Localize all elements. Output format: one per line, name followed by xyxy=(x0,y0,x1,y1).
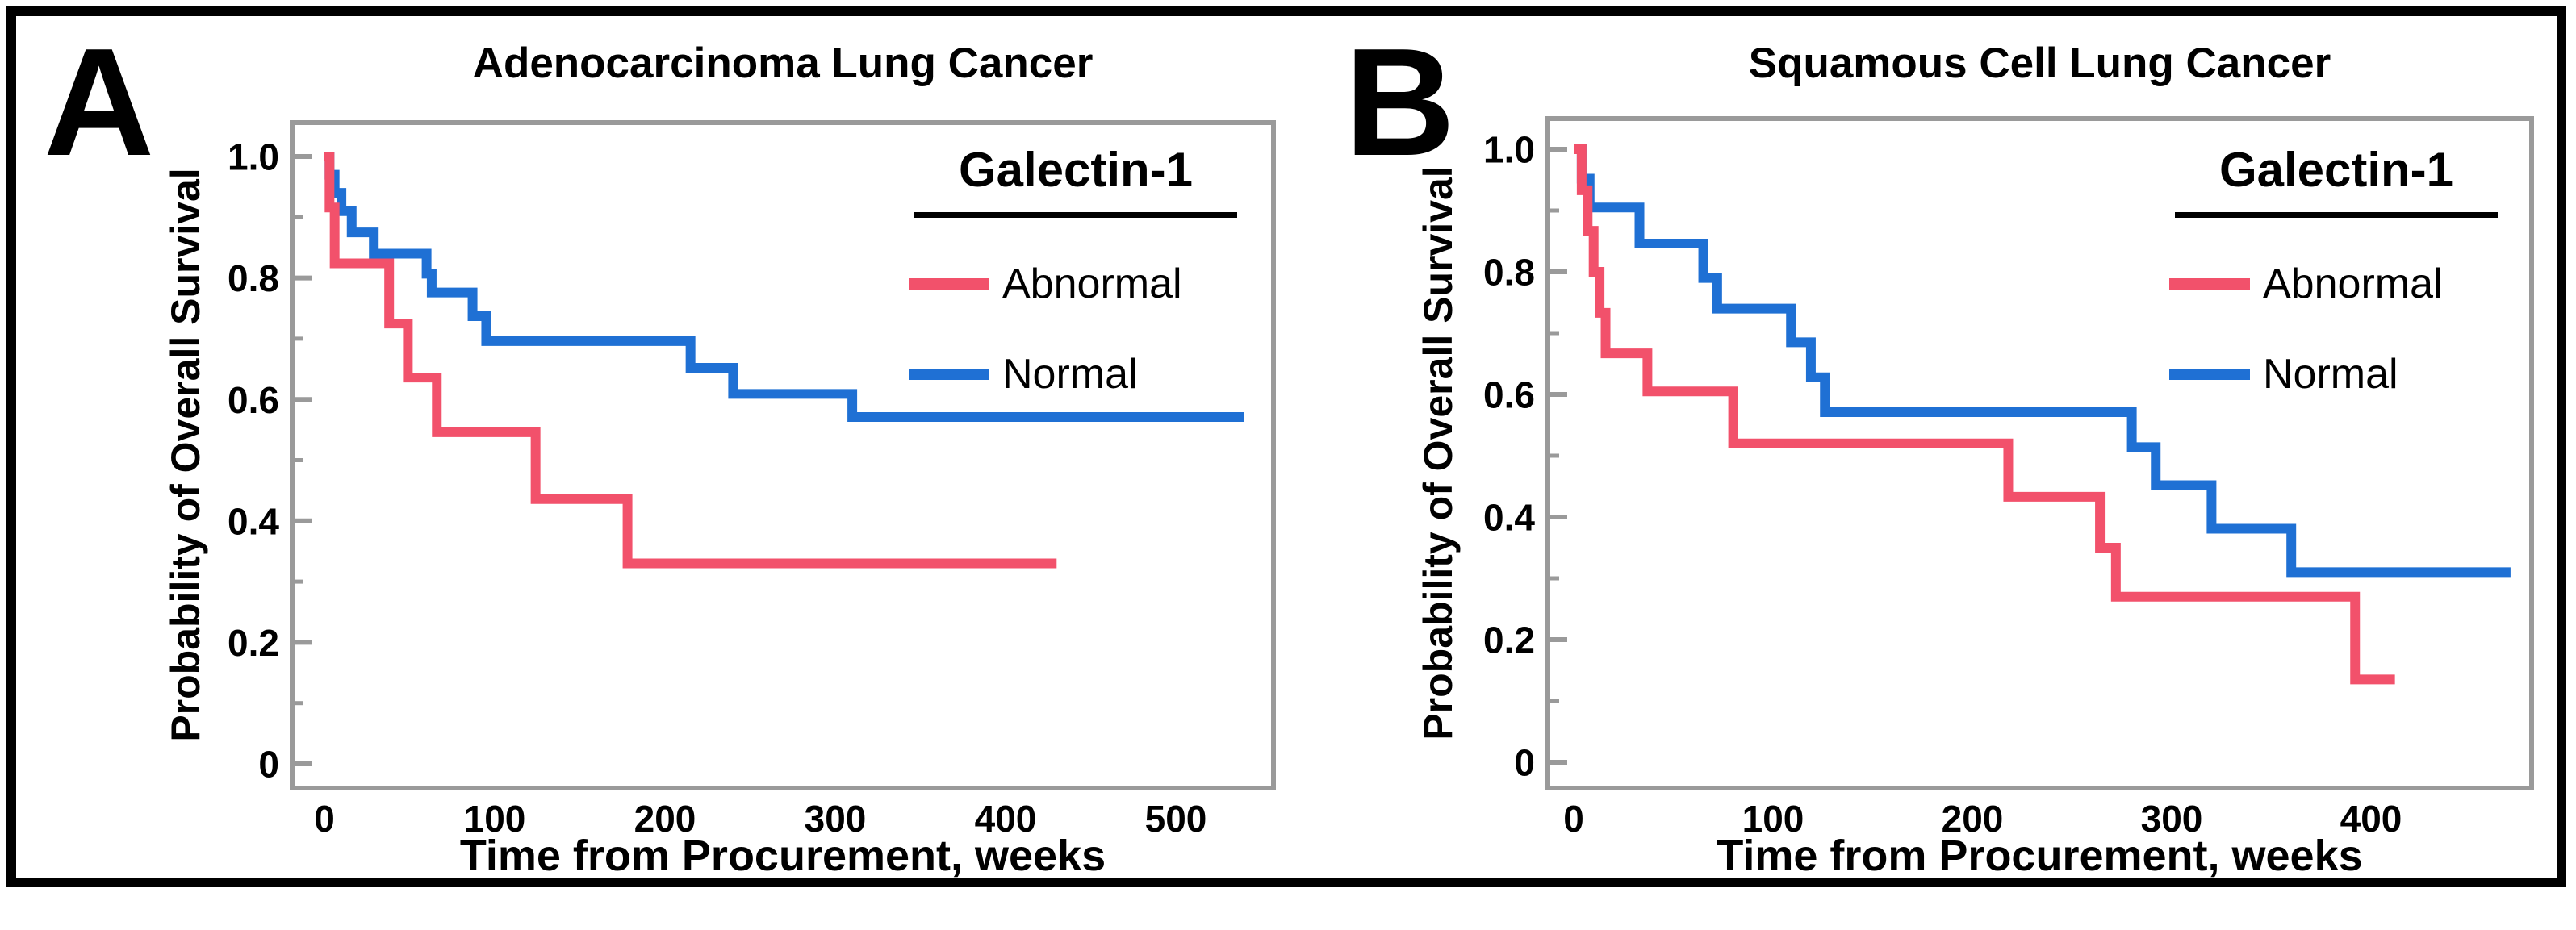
x-tick-label: 200 xyxy=(1942,798,2004,840)
legend-item-normal: Normal xyxy=(886,350,1265,398)
panel-a-legend-title: Galectin-1 xyxy=(958,143,1194,197)
x-tick-label: 200 xyxy=(634,798,696,840)
y-tick-label: 0 xyxy=(258,744,279,786)
x-tick-label: 500 xyxy=(1145,798,1207,840)
legend-item-normal: Normal xyxy=(2147,350,2526,398)
x-tick-label: 400 xyxy=(2340,798,2402,840)
panel-a-legend-rule xyxy=(914,212,1237,218)
survival-curve-normal xyxy=(1574,144,2511,578)
panel-b-title: Squamous Cell Lung Cancer xyxy=(1748,40,2331,87)
normal-line-swatch xyxy=(2169,369,2250,380)
legend-item-abnormal: Abnormal xyxy=(886,260,1265,308)
abnormal-line-swatch xyxy=(2169,278,2250,290)
legend-label-abnormal: Abnormal xyxy=(2263,261,2443,307)
panel-b-legend-rule xyxy=(2175,212,2498,218)
legend-label-abnormal: Abnormal xyxy=(1002,261,1182,307)
x-tick-label: 400 xyxy=(975,798,1037,840)
y-tick-label: 0.6 xyxy=(228,379,279,421)
panel-a-title: Adenocarcinoma Lung Cancer xyxy=(472,40,1094,87)
survival-curve-abnormal xyxy=(1574,144,2395,685)
y-tick-label: 0.4 xyxy=(228,500,279,542)
y-tick-label: 0.6 xyxy=(1483,374,1535,416)
y-tick-label: 0.4 xyxy=(1483,497,1535,539)
legend-item-abnormal: Abnormal xyxy=(2147,260,2526,308)
x-tick-label: 0 xyxy=(314,798,335,840)
x-tick-label: 100 xyxy=(1742,798,1804,840)
y-tick-label: 0.2 xyxy=(228,622,279,664)
y-tick-label: 1.0 xyxy=(228,136,279,178)
panel-adenocarcinoma: A Adenocarcinoma Lung Cancer Probability… xyxy=(15,15,1306,882)
y-tick-label: 1.0 xyxy=(1483,129,1535,171)
panel-letter-a: A xyxy=(44,17,154,188)
x-tick-label: 300 xyxy=(2141,798,2203,840)
panel-b-x-axis-title: Time from Procurement, weeks xyxy=(1717,832,2363,880)
plot-frame xyxy=(290,120,1276,790)
panel-squamous: B Squamous Cell Lung Cancer Probability … xyxy=(1315,15,2562,882)
survival-curve-abnormal xyxy=(324,152,1057,569)
panel-b-plot: 1.0 0.8 0.6 0.4 0.2 00 100 200 300 400 xyxy=(1483,116,2534,840)
x-tick-label: 0 xyxy=(1563,798,1584,840)
x-tick-label: 300 xyxy=(805,798,867,840)
panel-b-legend: Galectin-1 Abnormal Normal xyxy=(2147,142,2526,398)
panel-a-x-axis-title: Time from Procurement, weeks xyxy=(459,832,1106,880)
panel-a-plot: 1.0 0.8 0.6 0.4 0.2 00 100 200 300 400 500 xyxy=(228,120,1276,840)
normal-line-swatch xyxy=(909,369,989,380)
y-tick-label: 0.8 xyxy=(228,257,279,299)
panel-letter-b: B xyxy=(1344,17,1455,188)
y-tick-label: 0 xyxy=(1514,742,1535,784)
y-tick-label: 0.8 xyxy=(1483,252,1535,294)
legend-label-normal: Normal xyxy=(2263,351,2398,398)
y-tick-label: 0.2 xyxy=(1483,619,1535,661)
plot-frame xyxy=(1545,116,2534,790)
figure-border xyxy=(6,6,2566,887)
survival-curve-normal xyxy=(324,152,1244,423)
x-tick-label: 100 xyxy=(464,798,526,840)
legend-label-normal: Normal xyxy=(1002,351,1138,398)
panel-b-legend-title: Galectin-1 xyxy=(2218,143,2454,197)
abnormal-line-swatch xyxy=(909,278,989,290)
panel-a-legend: Galectin-1 Abnormal Normal xyxy=(886,142,1265,398)
